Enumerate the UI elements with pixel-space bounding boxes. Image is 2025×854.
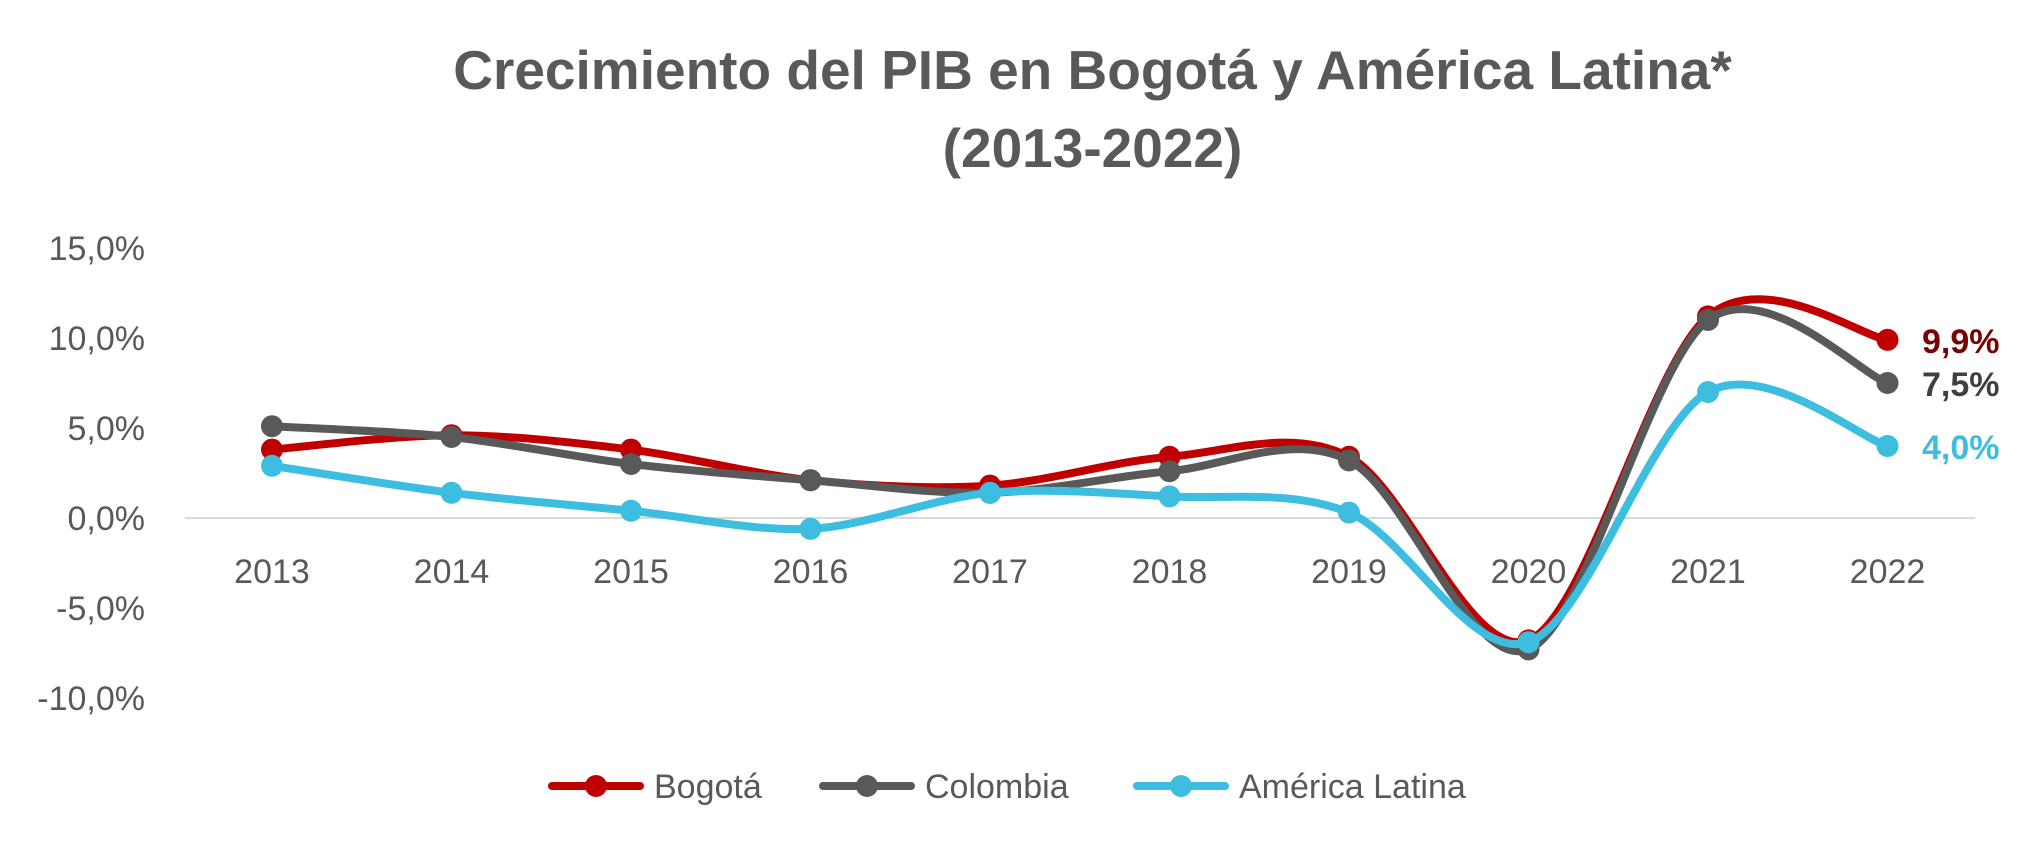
legend-swatch-marker (856, 775, 878, 797)
x-tick-label: 2022 (1850, 553, 1926, 591)
data-point-am-rica-latina (799, 517, 822, 540)
data-point-am-rica-latina (1158, 485, 1181, 508)
x-tick-label: 2018 (1132, 553, 1208, 591)
data-point-am-rica-latina (979, 481, 1001, 504)
y-tick-label: -5,0% (56, 590, 145, 628)
x-tick-label: 2021 (1670, 553, 1746, 591)
data-point-colombia (1876, 372, 1899, 394)
data-point-am-rica-latina (1338, 501, 1360, 524)
x-tick-label: 2019 (1311, 553, 1387, 591)
y-tick-label: 0,0% (68, 500, 146, 538)
data-label-end: 7,5% (1922, 366, 2000, 404)
data-point-colombia (799, 469, 822, 492)
series-line-am-rica-latina (268, 380, 1892, 649)
data-point-colombia (440, 426, 463, 448)
x-tick-label: 2020 (1491, 553, 1567, 591)
x-tick-label: 2017 (952, 553, 1028, 591)
data-point-am-rica-latina (440, 481, 463, 504)
data-point-bogot (261, 438, 283, 461)
data-point-colombia (261, 415, 283, 438)
data-point-colombia (1158, 460, 1181, 483)
data-label-end: 4,0% (1922, 429, 2000, 467)
chart-title: Crecimiento del PIB en Bogotá y América … (453, 39, 1732, 101)
y-tick-label: -10,0% (37, 680, 145, 718)
data-point-colombia (1697, 309, 1719, 331)
data-point-colombia (1338, 449, 1360, 472)
data-point-am-rica-latina (1517, 631, 1540, 654)
data-point-am-rica-latina (620, 499, 642, 522)
legend-label: Bogotá (654, 768, 762, 806)
chart-subtitle: (2013-2022) (942, 117, 1243, 179)
y-tick-label: 5,0% (68, 410, 146, 448)
data-point-am-rica-latina (261, 454, 283, 477)
data-point-bogot (1876, 328, 1899, 351)
data-point-colombia (620, 453, 642, 475)
y-tick-label: 15,0% (49, 230, 145, 268)
x-tick-label: 2015 (593, 553, 669, 591)
x-tick-label: 2014 (414, 553, 490, 591)
data-label-end: 9,9% (1922, 323, 2000, 361)
x-tick-label: 2016 (773, 553, 849, 591)
x-tick-label: 2013 (234, 553, 310, 591)
legend-swatch-marker (585, 775, 607, 797)
data-point-am-rica-latina (1697, 381, 1719, 403)
y-tick-label: 10,0% (49, 320, 145, 358)
legend-label: América Latina (1239, 768, 1466, 806)
legend-label: Colombia (925, 768, 1069, 806)
legend-swatch-marker (1170, 775, 1192, 797)
data-point-am-rica-latina (1876, 435, 1899, 457)
